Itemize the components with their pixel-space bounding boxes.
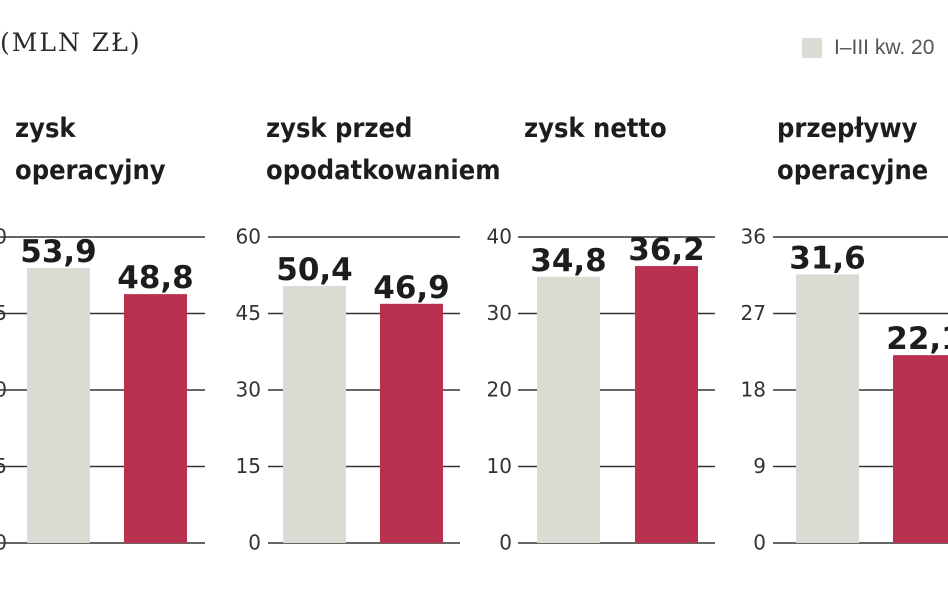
panel-title-line: zysk xyxy=(15,113,76,144)
bar xyxy=(893,355,948,543)
panel-title-1: zysk operacyjny xyxy=(15,108,166,192)
y-tick-label: 30 xyxy=(487,301,512,325)
bar-value-label: 48,8 xyxy=(117,260,194,296)
panel-title-2: zysk przed opodatkowaniem xyxy=(266,108,501,192)
y-tick-label: 15 xyxy=(236,454,261,478)
bar xyxy=(283,285,346,543)
legend: I–III kw. 20 xyxy=(802,36,934,60)
panel-title-line: zysk przed xyxy=(266,113,413,144)
panel-title-3: zysk netto xyxy=(524,108,667,150)
legend-swatch xyxy=(802,38,822,58)
legend-label: I–III kw. 20 xyxy=(834,36,935,59)
panel-title-line: przepływy xyxy=(777,113,918,144)
bar-value-label: 36,2 xyxy=(628,232,705,268)
y-tick-label: 0 xyxy=(499,531,512,555)
y-tick-label: 27 xyxy=(741,301,766,325)
y-tick-label: 10 xyxy=(487,454,512,478)
panel-title-line: operacyjne xyxy=(777,155,929,186)
panel-title-line: operacyjny xyxy=(15,155,166,186)
bar-value-label: 31,6 xyxy=(789,240,866,276)
y-tick-label: 0 xyxy=(753,531,766,555)
bar xyxy=(635,266,698,543)
y-tick-label: 20 xyxy=(487,378,512,402)
bar xyxy=(380,303,443,543)
bar-value-label: 46,9 xyxy=(373,270,450,306)
y-tick-label: 36 xyxy=(741,225,766,249)
panel-title-line: zysk netto xyxy=(524,113,667,144)
y-tick-label: 15 xyxy=(0,454,7,478)
y-tick-label: 60 xyxy=(236,225,261,249)
bar-value-label: 22,1 xyxy=(886,321,948,357)
y-tick-label: 40 xyxy=(487,225,512,249)
y-tick-label: 0 xyxy=(0,531,7,555)
bar xyxy=(27,268,90,543)
y-tick-label: 45 xyxy=(0,301,7,325)
bar-value-label: 50,4 xyxy=(276,252,353,288)
bar-value-label: 53,9 xyxy=(20,234,97,270)
bar-value-label: 34,8 xyxy=(530,243,607,279)
y-tick-label: 0 xyxy=(248,531,261,555)
unit-label: (MLN ZŁ) xyxy=(0,28,142,57)
panel-title-4: przepływy operacyjne xyxy=(777,108,928,192)
y-tick-label: 30 xyxy=(0,378,7,402)
y-tick-label: 45 xyxy=(236,301,261,325)
bar xyxy=(796,274,859,543)
y-tick-label: 18 xyxy=(741,378,766,402)
y-tick-label: 60 xyxy=(0,225,7,249)
bar xyxy=(124,294,187,543)
y-tick-label: 9 xyxy=(753,454,766,478)
panel-title-line: opodatkowaniem xyxy=(266,155,501,186)
bar xyxy=(537,276,600,543)
y-tick-label: 30 xyxy=(236,378,261,402)
